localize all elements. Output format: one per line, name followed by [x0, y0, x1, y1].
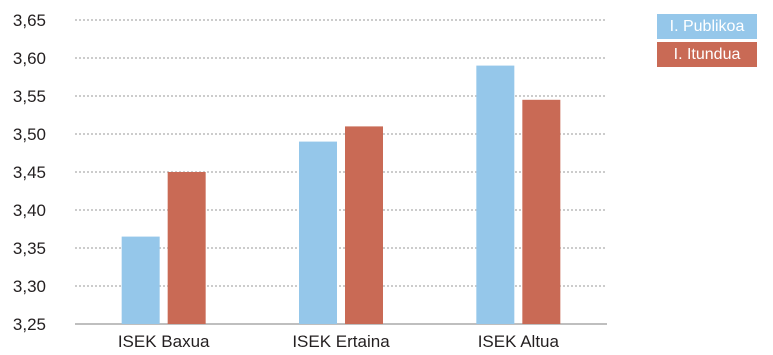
y-tick-label: 3,50 — [13, 125, 46, 144]
category-label: ISEK Altua — [478, 332, 560, 351]
x-axis-category-labels: ISEK Baxua ISEK Ertaina ISEK Altua — [118, 332, 560, 351]
y-tick-label: 3,25 — [13, 315, 46, 334]
bar-itundua-2 — [345, 126, 383, 325]
y-tick-label: 3,40 — [13, 201, 46, 220]
y-axis-tick-labels: 3,25 3,30 3,35 3,40 3,45 3,50 3,55 3,60 3,65 — [13, 11, 46, 334]
y-tick-label: 3,30 — [13, 277, 46, 296]
legend-item-publikoa: I. Publikoa — [657, 14, 757, 39]
legend: I. Publikoa I. Itundua — [657, 14, 757, 70]
legend-item-itundua: I. Itundua — [657, 42, 757, 67]
bars — [121, 65, 561, 325]
bar-publikoa-1 — [121, 236, 160, 324]
y-tick-label: 3,60 — [13, 49, 46, 68]
bar-itundua-3 — [522, 99, 561, 324]
bar-publikoa-3 — [476, 65, 515, 324]
y-tick-label: 3,65 — [13, 11, 46, 30]
category-label: ISEK Baxua — [118, 332, 210, 351]
bar-itundua-1 — [167, 172, 206, 324]
y-tick-label: 3,45 — [13, 163, 46, 182]
y-tick-label: 3,55 — [13, 87, 46, 106]
gridlines — [75, 19, 607, 325]
category-label: ISEK Ertaina — [292, 332, 390, 351]
y-tick-label: 3,35 — [13, 239, 46, 258]
bar-publikoa-2 — [299, 141, 337, 324]
